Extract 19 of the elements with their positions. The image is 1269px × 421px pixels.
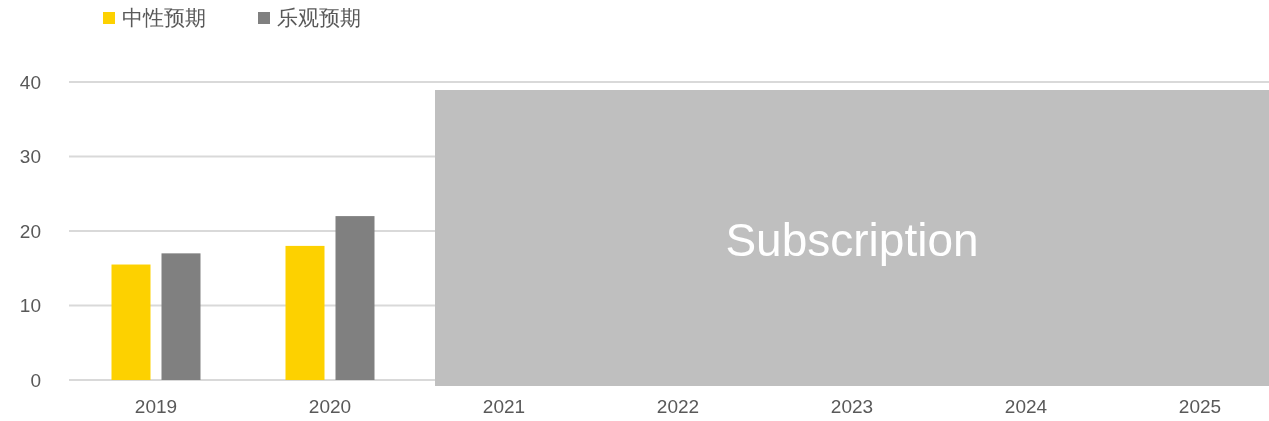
legend-label: 中性预期 [122,6,206,29]
x-tick-label: 2019 [134,396,178,418]
x-tick-label: 2024 [1004,396,1048,418]
bar [335,216,375,380]
bar [111,264,151,380]
y-tick-label: 0 [30,369,41,391]
x-tick-label: 2021 [482,396,526,418]
x-tick-label: 2020 [308,396,352,418]
y-tick-label: 30 [19,146,41,168]
bar [285,245,325,380]
legend-label: 乐观预期 [277,6,361,29]
y-tick-label: 10 [19,295,41,317]
x-tick-label: 2025 [1178,396,1222,418]
x-tick-label: 2022 [656,396,700,418]
band-label: Subscription [725,214,979,266]
y-tick-label: 40 [19,71,41,93]
bar [161,253,201,380]
x-tick-label: 2023 [830,396,874,418]
y-tick-label: 20 [19,220,41,242]
